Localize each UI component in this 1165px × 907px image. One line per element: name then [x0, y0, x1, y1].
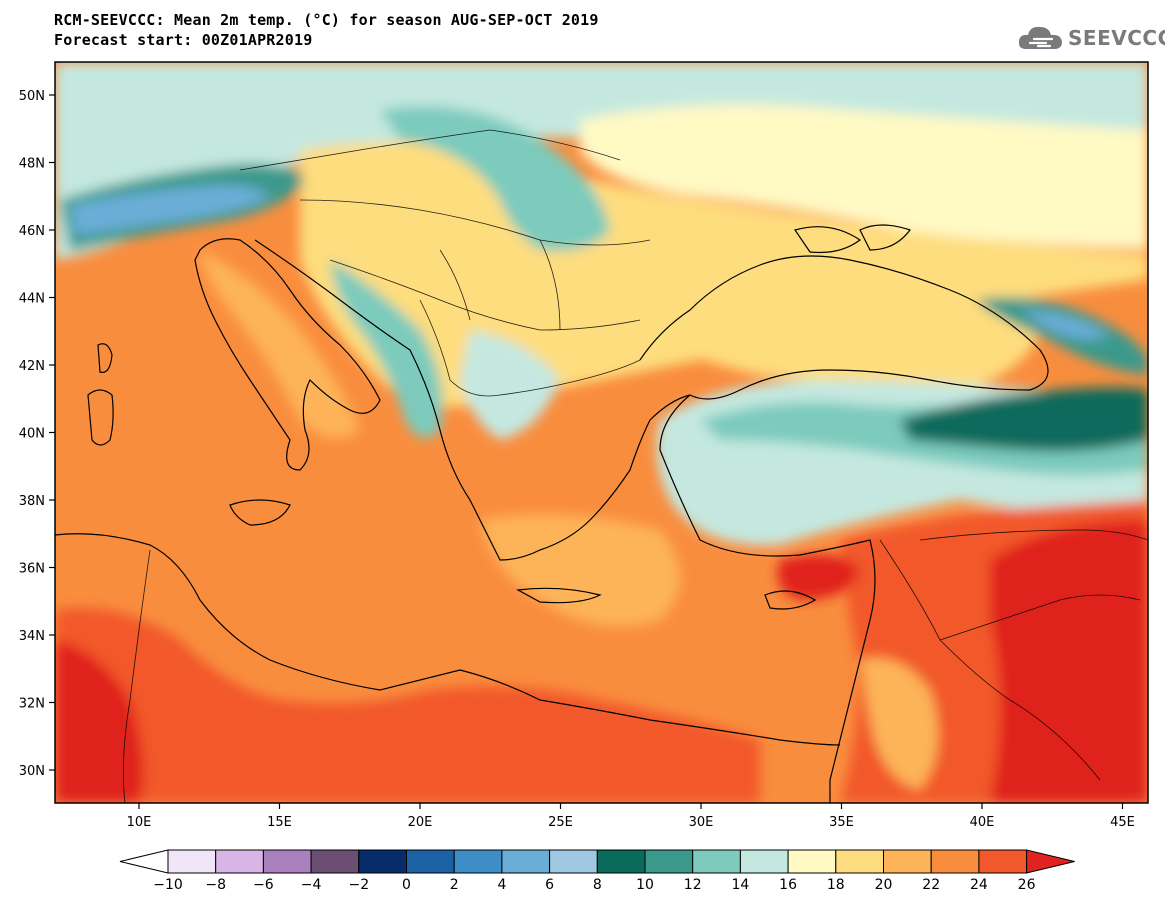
- colorbar-bin: [406, 849, 455, 874]
- lat-tick-label: 50N: [19, 89, 45, 104]
- colorbar-tick-label: 26: [1018, 877, 1036, 893]
- colorbar-tick-label: −6: [253, 877, 274, 893]
- colorbar-bin: [883, 849, 932, 874]
- lat-tick-label: 40N: [19, 427, 45, 442]
- title-line-1: RCM-SEEVCCC: Mean 2m temp. (°C) for seas…: [54, 11, 599, 29]
- map-title: RCM-SEEVCCC: Mean 2m temp. (°C) for seas…: [54, 10, 599, 50]
- lon-tick-label: 30E: [689, 815, 714, 830]
- colorbar-tick-label: 10: [636, 877, 654, 893]
- colorbar-tick-label: 6: [545, 877, 554, 893]
- colorbar-tick-label: 4: [497, 877, 506, 893]
- colorbar-tick-label: 22: [922, 877, 940, 893]
- colorbar-tick-label: 2: [450, 877, 459, 893]
- lat-tick-label: 38N: [19, 494, 45, 509]
- colorbar-bin: [358, 849, 407, 874]
- lat-tick-label: 30N: [19, 764, 45, 779]
- colorbar-bin: [930, 849, 980, 874]
- colorbar-tick-label: 20: [875, 877, 893, 893]
- colorbar-tick-label: −8: [205, 877, 226, 893]
- lat-tick-label: 48N: [19, 157, 45, 172]
- colorbar-tick-label: 14: [731, 877, 749, 893]
- colorbar-tick-label: 24: [970, 877, 988, 893]
- colorbar-over-arrow: [1026, 849, 1075, 874]
- colorbar-tick-label: −4: [301, 877, 322, 893]
- colorbar-under-arrow: [119, 849, 169, 874]
- colorbar-tick-label: 8: [593, 877, 602, 893]
- lon-tick-label: 15E: [267, 815, 292, 830]
- lat-tick-label: 34N: [19, 629, 45, 644]
- lon-tick-label: 10E: [127, 815, 152, 830]
- colorbar-tick-label: −10: [153, 877, 183, 893]
- lat-tick-label: 46N: [19, 224, 45, 239]
- colorbar-bin: [549, 849, 598, 874]
- colorbar-bin: [310, 849, 360, 874]
- cloud-icon: [1018, 26, 1062, 49]
- lat-tick-label: 44N: [19, 292, 45, 307]
- colorbar-bin: [644, 849, 694, 874]
- colorbar-bin: [692, 849, 741, 874]
- title-line-2: Forecast start: 00Z01APR2019: [54, 31, 313, 49]
- latitude-axis: 50N 48N 46N 44N 42N 40N 38N 36N 34N 32N 30N: [19, 89, 55, 779]
- colorbar-bin: [835, 849, 884, 874]
- lon-tick-label: 35E: [829, 815, 854, 830]
- logo-text: SEEVCCC: [1068, 26, 1165, 50]
- colorbar-tick-label: 18: [827, 877, 845, 893]
- colorbar-tick-label: 0: [402, 877, 411, 893]
- colorbar-bin: [501, 849, 551, 874]
- colorbar-bin: [739, 849, 789, 874]
- lon-tick-label: 40E: [970, 815, 995, 830]
- colorbar-bin: [453, 849, 503, 874]
- lon-tick-label: 25E: [548, 815, 573, 830]
- lon-tick-label: 20E: [408, 815, 433, 830]
- colorbar-tick-label: 16: [779, 877, 797, 893]
- lat-tick-label: 36N: [19, 562, 45, 577]
- lat-tick-label: 42N: [19, 359, 45, 374]
- colorbar-tick-label: 12: [684, 877, 702, 893]
- country-borders: [122, 129, 1148, 803]
- colorbar-bin: [787, 849, 837, 874]
- longitude-axis: 10E 15E 20E 25E 30E 35E 40E 45E: [127, 803, 1135, 830]
- colorbar-bin: [167, 849, 217, 874]
- colorbar-bin: [978, 849, 1028, 874]
- seevccc-logo: SEEVCCC: [1016, 22, 1165, 54]
- coastlines: [55, 224, 1049, 803]
- lat-tick-label: 32N: [19, 697, 45, 712]
- colorbar-bin: [215, 849, 264, 874]
- lon-tick-label: 45E: [1110, 815, 1135, 830]
- temperature-field: [55, 62, 1148, 803]
- colorbar-tick-label: −2: [348, 877, 369, 893]
- colorbar-bin: [262, 849, 312, 874]
- colorbar: −10 −8 −6 −4 −2 0 2 4 6 8 10 12 14 16 18 20 22 24 26: [119, 849, 1075, 893]
- colorbar-bin: [596, 849, 646, 874]
